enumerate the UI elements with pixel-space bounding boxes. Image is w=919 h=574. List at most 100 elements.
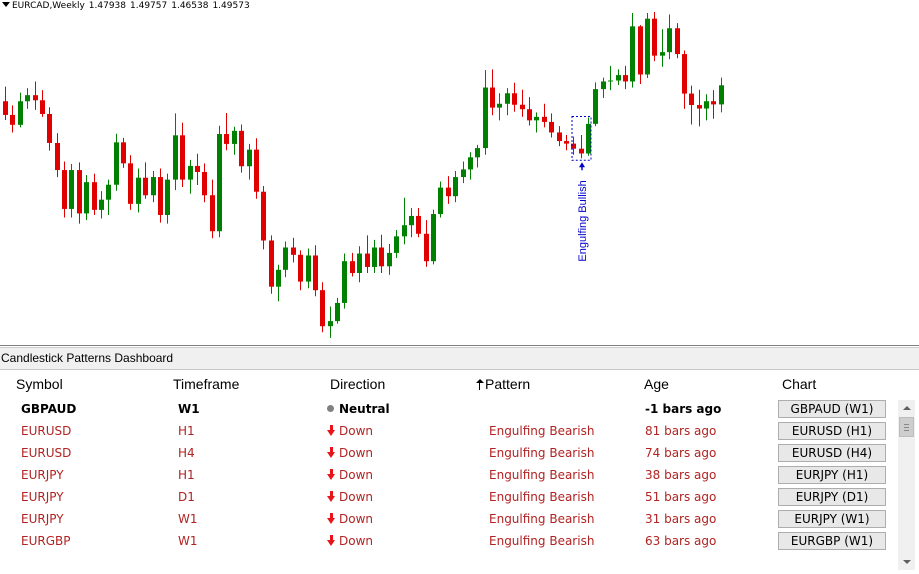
scroll-down-arrow-icon[interactable] — [898, 553, 915, 570]
header-timeframe[interactable]: Timeframe — [173, 376, 240, 392]
cell-age: 38 bars ago — [645, 468, 717, 482]
header-pattern-label: Pattern — [485, 376, 531, 392]
header-direction[interactable]: Direction — [330, 376, 386, 392]
open-chart-button[interactable]: EURGBP (W1) — [778, 532, 886, 550]
scroll-up-arrow-icon[interactable] — [898, 400, 915, 417]
candle-body — [99, 199, 104, 210]
table-row: EURJPY D1 Down Engulfing Bearish 51 bars ago… — [0, 486, 895, 508]
candle — [379, 234, 384, 273]
candle-body — [402, 225, 407, 237]
candle — [387, 243, 392, 275]
candle — [69, 164, 74, 218]
price-chart[interactable]: Engulfing Bullish EURCAD,Weekly 1.47938 1.… — [0, 0, 919, 345]
open-chart-button[interactable]: GBPAUD (W1) — [778, 400, 886, 418]
ohlc-high: 1.49757 — [130, 1, 168, 11]
candle — [158, 168, 163, 223]
candle-body — [542, 116, 547, 122]
candle-body — [365, 253, 370, 267]
candle — [328, 306, 333, 338]
pattern-up-arrow-icon — [579, 162, 585, 171]
ohlc-close: 1.49573 — [212, 1, 250, 11]
candle — [564, 135, 569, 151]
candle — [616, 69, 621, 85]
candle — [350, 252, 355, 277]
candle-body — [616, 75, 621, 81]
candle-body — [527, 109, 532, 121]
cell-symbol: EURJPY — [21, 512, 64, 526]
open-chart-button[interactable]: EURUSD (H1) — [778, 422, 886, 440]
candle-body — [261, 191, 266, 241]
candle — [520, 89, 525, 117]
candle — [475, 144, 480, 168]
down-arrow-icon — [327, 535, 336, 546]
candle-body — [608, 80, 613, 82]
candle — [571, 136, 576, 155]
candle-body — [689, 93, 694, 106]
candle-body — [483, 87, 488, 149]
candle — [320, 282, 325, 333]
candle-body — [675, 28, 680, 55]
header-symbol[interactable]: Symbol — [16, 376, 63, 392]
candle-body — [217, 134, 222, 232]
cell-pattern: Engulfing Bearish — [489, 534, 595, 548]
candle-body — [586, 123, 591, 154]
candle-body — [136, 177, 141, 204]
candle-body — [188, 165, 193, 180]
candle — [357, 246, 362, 283]
cell-symbol: EURJPY — [21, 468, 64, 482]
candle-body — [497, 103, 502, 108]
chart-separator-light — [0, 347, 919, 348]
down-arrow-icon — [327, 425, 336, 436]
candle-body — [652, 18, 657, 56]
header-age[interactable]: Age — [644, 376, 669, 392]
cell-age: 74 bars ago — [645, 446, 717, 460]
cell-direction: Down — [327, 512, 373, 526]
direction-label: Down — [339, 468, 374, 482]
candle — [128, 155, 133, 210]
pattern-highlight-box — [571, 115, 592, 161]
candle-body — [62, 170, 67, 209]
candle-body — [424, 233, 429, 262]
vertical-scrollbar[interactable] — [898, 400, 915, 570]
candle-body — [601, 81, 606, 90]
candle-body — [3, 101, 8, 115]
candle-body — [505, 93, 510, 104]
candle-body — [40, 100, 45, 114]
header-pattern[interactable]: Pattern — [476, 376, 530, 392]
table-row: EURUSD H4 Down Engulfing Bearish 74 bars ago… — [0, 442, 895, 464]
candle-body — [512, 93, 517, 105]
candle — [47, 107, 52, 151]
candle-body — [143, 177, 148, 196]
open-chart-button[interactable]: EURJPY (W1) — [778, 510, 886, 528]
candle — [512, 82, 517, 112]
candle — [84, 175, 89, 221]
candle-body — [520, 104, 525, 110]
cell-timeframe: H4 — [178, 446, 195, 460]
candle — [365, 235, 370, 273]
open-chart-button[interactable]: EURJPY (H1) — [778, 466, 886, 484]
candle — [438, 181, 443, 218]
candle-body — [490, 87, 495, 108]
candle-body — [409, 215, 414, 226]
candle — [33, 81, 38, 110]
header-chart[interactable]: Chart — [782, 376, 817, 392]
candle-body — [224, 134, 229, 144]
scroll-thumb[interactable] — [899, 417, 914, 437]
candle-body — [697, 105, 702, 109]
neutral-dot-icon — [327, 405, 334, 412]
candle-body — [623, 75, 628, 82]
candle — [431, 209, 436, 265]
candle — [468, 152, 473, 180]
open-chart-button[interactable]: EURUSD (H4) — [778, 444, 886, 462]
candle-body — [92, 182, 97, 210]
candle — [630, 12, 635, 88]
candle-body — [18, 101, 23, 125]
dropdown-triangle-icon[interactable] — [2, 2, 10, 7]
candle-body — [165, 179, 170, 215]
candle — [505, 88, 510, 116]
candle — [195, 153, 200, 186]
candle-body — [461, 169, 466, 178]
open-chart-button[interactable]: EURJPY (D1) — [778, 488, 886, 506]
table-row: EURJPY W1 Down Engulfing Bearish 31 bars ago… — [0, 508, 895, 530]
candle — [10, 105, 15, 133]
